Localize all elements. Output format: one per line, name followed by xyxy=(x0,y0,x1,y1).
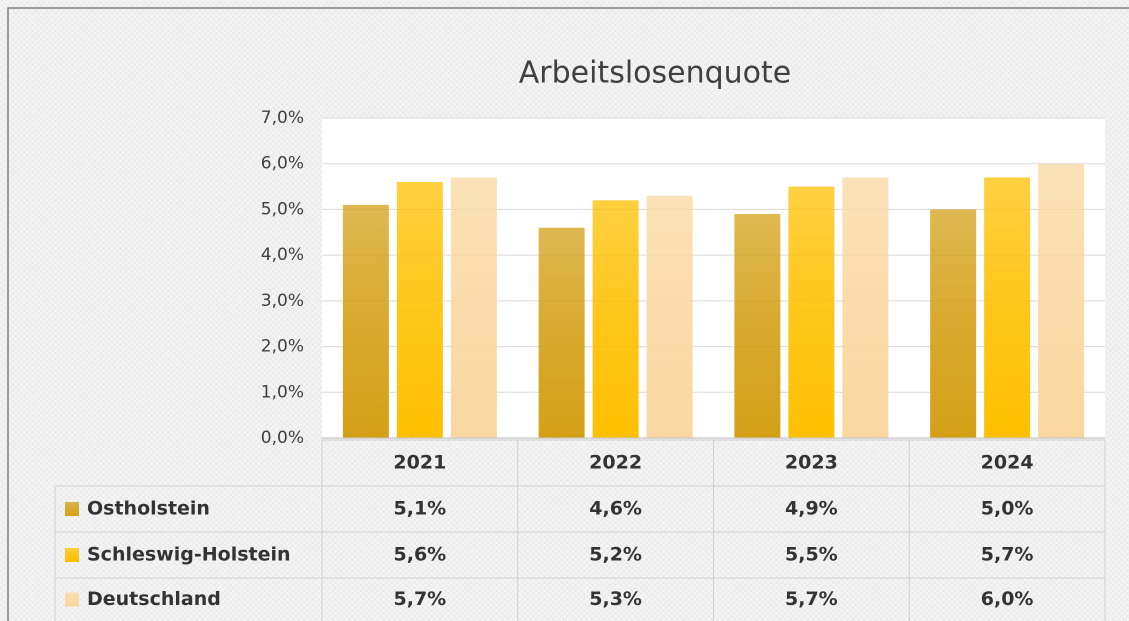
y-tick-label: 6,0% xyxy=(261,154,304,174)
y-tick-label: 5,0% xyxy=(261,199,304,219)
y-tick-label: 1,0% xyxy=(261,382,304,402)
bar xyxy=(930,209,977,438)
table-value: 5,3% xyxy=(589,588,642,610)
legend-label: Schleswig-Holstein xyxy=(87,544,291,566)
table-value: 5,1% xyxy=(394,498,447,520)
x-tick-label: 2021 xyxy=(393,452,446,474)
chart-title: Arbeitslosenquote xyxy=(519,56,792,91)
bar xyxy=(788,186,835,438)
bar xyxy=(592,200,639,438)
legend-label: Ostholstein xyxy=(87,498,210,520)
y-tick-label: 0,0% xyxy=(261,428,304,448)
table-value: 6,0% xyxy=(981,588,1034,610)
x-tick-label: 2023 xyxy=(785,452,838,474)
table-value: 4,9% xyxy=(785,498,838,520)
chart-frame xyxy=(7,7,1129,621)
legend-swatch xyxy=(65,502,79,516)
bar xyxy=(984,177,1031,438)
legend-swatch xyxy=(65,592,79,607)
bar xyxy=(396,182,443,438)
table-value: 5,7% xyxy=(394,588,447,610)
table-value: 5,0% xyxy=(981,498,1034,520)
y-tick-label: 4,0% xyxy=(261,245,304,265)
bar xyxy=(538,227,585,438)
bar xyxy=(842,177,889,438)
bar xyxy=(342,204,389,438)
bar xyxy=(734,214,781,438)
y-tick-label: 2,0% xyxy=(261,337,304,357)
table-value: 5,2% xyxy=(589,544,642,566)
x-tick-label: 2022 xyxy=(589,452,642,474)
bar xyxy=(450,177,497,438)
y-tick-label: 7,0% xyxy=(261,108,304,128)
table-value: 4,6% xyxy=(589,498,642,520)
table-value: 5,5% xyxy=(785,544,838,566)
legend-label: Deutschland xyxy=(87,588,221,610)
y-tick-label: 3,0% xyxy=(261,291,304,311)
table-value: 5,7% xyxy=(981,544,1034,566)
table-value: 5,6% xyxy=(394,544,447,566)
bar xyxy=(1038,163,1085,438)
bar xyxy=(646,195,693,438)
legend-swatch xyxy=(65,548,79,562)
table-value: 5,7% xyxy=(785,588,838,610)
x-tick-label: 2024 xyxy=(981,452,1034,474)
